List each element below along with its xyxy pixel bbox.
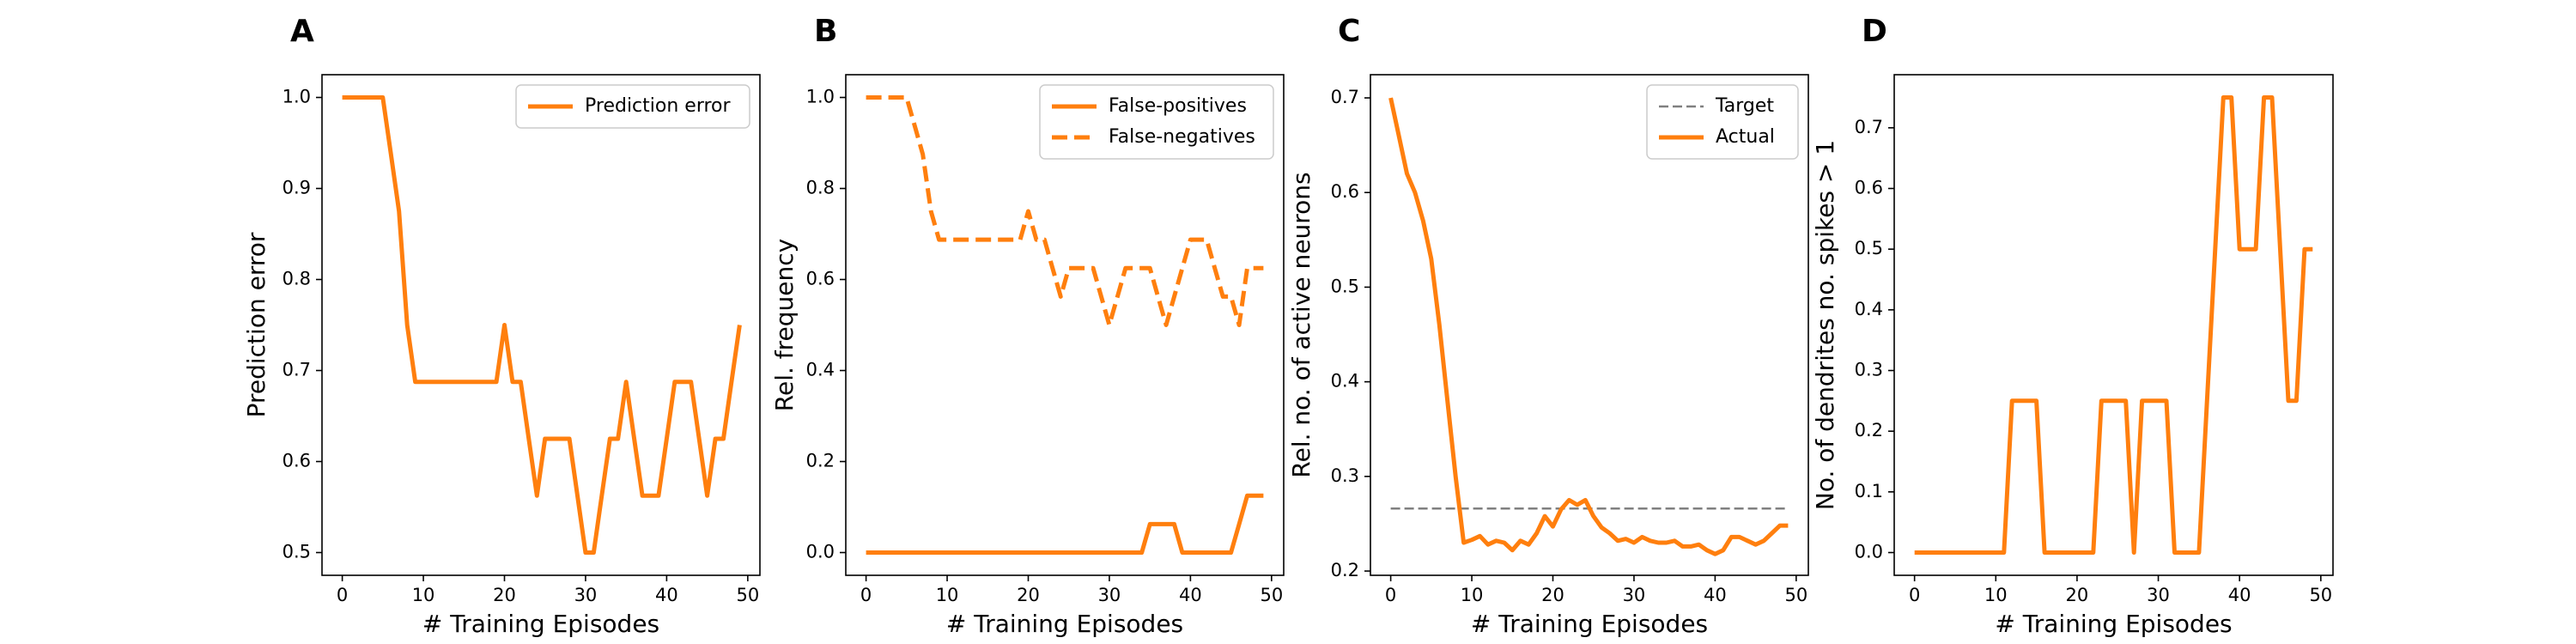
x-tick-label: 50 [736, 585, 759, 605]
x-axis-label: # Training Episodes [422, 610, 659, 638]
y-tick-label: 0.2 [806, 451, 835, 471]
y-tick-label: 1.0 [806, 87, 835, 107]
axes-frame [845, 74, 1285, 576]
y-tick-label: 0.2 [1855, 420, 1883, 440]
x-axis-label: # Training Episodes [1471, 610, 1708, 638]
x-tick-label: 30 [1098, 585, 1121, 605]
axes-frame [1370, 74, 1809, 576]
x-tick-label: 50 [1784, 585, 1807, 605]
x-tick-label: 0 [1385, 585, 1396, 605]
y-tick-label: 0.9 [283, 178, 311, 198]
legend-label: False-negatives [1109, 126, 1255, 148]
x-tick-label: 40 [2228, 585, 2251, 605]
panel-c: C 0 10 20 30 40 50 0.2 0.3 0.4 0.5 0.6 0.7 # Training… [1287, 14, 1809, 638]
x-tick-label: 30 [1623, 585, 1646, 605]
y-tick-label: 0.7 [1331, 87, 1359, 107]
x-tick-label: 50 [2309, 585, 2332, 605]
panel-b: B 0 10 20 30 40 50 0.0 0.2 0.4 0.6 0.8 1.0 # Training… [770, 14, 1285, 638]
y-tick-label: 0.7 [1855, 117, 1883, 137]
axes-frame [1893, 74, 2334, 576]
series-line-false-positives [866, 493, 1264, 555]
y-tick-label: 0.6 [1331, 181, 1359, 202]
y-tick-label: 0.4 [806, 360, 835, 380]
x-tick-label: 0 [1909, 585, 1920, 605]
legend: Target Actual [1646, 84, 1799, 160]
x-tick-label: 20 [493, 585, 516, 605]
legend-box [1039, 84, 1274, 160]
legend-label: Actual [1716, 126, 1775, 148]
x-tick-label: 20 [1541, 585, 1564, 605]
panel-letter: A [290, 14, 314, 49]
y-tick-label: 0.7 [283, 360, 311, 380]
x-tick-label: 40 [1704, 585, 1727, 605]
y-tick-label: 0.2 [1331, 560, 1359, 580]
x-tick-label: 10 [1984, 585, 2008, 605]
x-tick-label: 20 [1017, 585, 1040, 605]
legend: False-positives False-negatives [1039, 84, 1274, 160]
x-tick-label: 10 [936, 585, 959, 605]
series-line-actual [1388, 97, 1789, 556]
y-tick-label: 0.3 [1855, 360, 1883, 380]
y-axis-label: Rel. frequency [770, 239, 799, 411]
y-tick-label: 0.5 [1855, 238, 1883, 258]
x-tick-label: 30 [574, 585, 598, 605]
legend-label: Target [1715, 95, 1774, 117]
series-line-false-negatives [866, 95, 1264, 327]
y-tick-label: 0.0 [806, 542, 835, 562]
y-tick-label: 0.5 [283, 542, 311, 562]
panel-letter: C [1338, 14, 1360, 49]
y-axis-label: Prediction error [242, 232, 270, 417]
x-tick-label: 30 [2147, 585, 2170, 605]
legend-label: False-positives [1109, 95, 1247, 117]
legend-label: Prediction error [585, 95, 731, 117]
x-tick-label: 40 [655, 585, 678, 605]
panel-letter: D [1862, 14, 1887, 49]
y-axis-label: Rel. no. of active neurons [1287, 172, 1315, 477]
panel-d: D 0 10 20 30 40 50 0.0 0.1 0.2 0.3 0.4 0.5 0.6 0.7 # Tr… [1811, 14, 2334, 638]
x-tick-label: 20 [2066, 585, 2089, 605]
y-tick-label: 0.6 [806, 269, 835, 289]
x-tick-label: 0 [337, 585, 348, 605]
x-tick-label: 40 [1179, 585, 1202, 605]
y-tick-label: 0.8 [283, 269, 311, 289]
panel-letter: B [814, 14, 837, 49]
panel-a: A 0 10 20 30 40 50 0.5 0.6 0.7 0.8 0.9 1.0 # Training… [242, 14, 761, 638]
x-axis-label: # Training Episodes [1995, 610, 2232, 638]
x-tick-label: 10 [1461, 585, 1484, 605]
legend-box [1646, 84, 1799, 160]
x-axis-label: # Training Episodes [946, 610, 1183, 638]
y-tick-label: 0.6 [283, 451, 311, 471]
y-tick-label: 0.1 [1855, 481, 1883, 501]
series-line-prediction-error [342, 95, 742, 555]
y-tick-label: 0.6 [1855, 178, 1883, 198]
x-tick-label: 50 [1260, 585, 1283, 605]
y-tick-label: 0.0 [1855, 542, 1883, 562]
legend: Prediction error [515, 84, 750, 129]
series-line-values [1914, 95, 2313, 555]
y-tick-label: 0.3 [1331, 465, 1359, 486]
x-tick-label: 10 [412, 585, 435, 605]
y-tick-label: 0.5 [1331, 276, 1359, 296]
y-tick-label: 0.4 [1855, 299, 1883, 319]
y-tick-label: 0.4 [1331, 371, 1359, 392]
y-tick-label: 0.8 [806, 178, 835, 198]
y-tick-label: 1.0 [283, 87, 311, 107]
axes-frame [321, 74, 761, 576]
x-tick-label: 0 [860, 585, 872, 605]
legend-box [515, 84, 750, 129]
y-axis-label: No. of dendrites no. spikes > 1 [1811, 140, 1839, 510]
